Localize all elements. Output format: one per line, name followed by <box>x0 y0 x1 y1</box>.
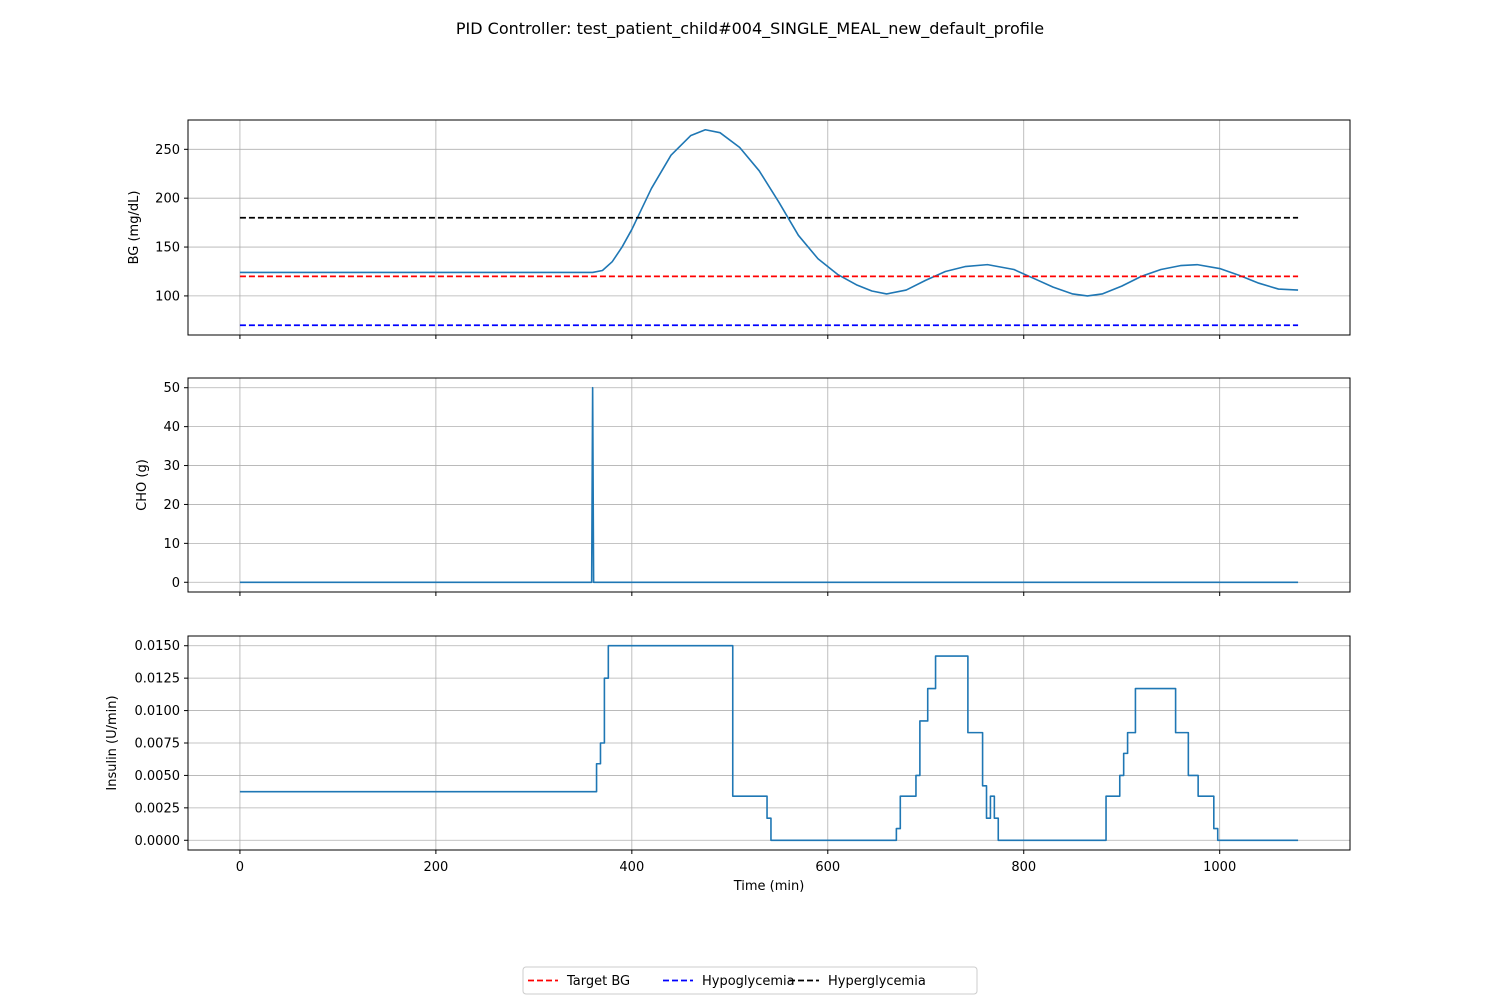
axes-frame <box>187 119 1351 336</box>
x-tick-label: 1000 <box>1203 860 1236 875</box>
y-tick-label: 0.0050 <box>135 769 181 784</box>
y-tick-label: 150 <box>155 241 180 256</box>
legend-item-target-bg: Target BG <box>528 974 630 989</box>
axes-frame <box>187 377 1351 593</box>
y-tick-label: 50 <box>163 381 180 396</box>
y-tick-label: 0.0075 <box>135 737 181 752</box>
y-tick-label: 0.0150 <box>135 639 181 654</box>
plot-area-bg <box>188 120 1350 335</box>
y-axis-label: Insulin (U/min) <box>105 695 120 790</box>
y-tick-label: 0.0125 <box>135 672 181 687</box>
panel-cho: 0 10 20 30 40 50 CHO (g) <box>135 377 1351 596</box>
x-tick-label: 800 <box>1011 860 1036 875</box>
series-line-cho <box>239 386 1299 584</box>
y-axis-label: BG (mg/dL) <box>127 191 142 265</box>
legend-label: Hyperglycemia <box>828 974 926 989</box>
y-tick-label: 0.0025 <box>135 801 181 816</box>
y-tick-label: 0.0000 <box>135 834 181 849</box>
series-line-insulin <box>239 644 1299 842</box>
chart-title: PID Controller: test_patient_child#004_S… <box>456 19 1044 39</box>
panel-bg: 100 150 200 250 BG (mg/dL) <box>127 119 1351 339</box>
y-tick-label: 0 <box>172 576 180 591</box>
series-line-bg <box>239 128 1299 297</box>
panel-insulin: 0 200 400 600 800 1000 0.0000 0.0025 0.0050 0.007… <box>105 635 1351 894</box>
legend: Target BG Hypoglycemia Hyperglycemia <box>522 966 978 995</box>
y-axis-label: CHO (g) <box>135 459 150 511</box>
x-tick-label: 600 <box>815 860 840 875</box>
y-tick-label: 20 <box>163 498 180 513</box>
x-axis-label: Time (min) <box>733 879 805 894</box>
y-tick-label: 200 <box>155 192 180 207</box>
y-tick-label: 250 <box>155 143 180 158</box>
legend-box <box>522 966 978 995</box>
y-tick-label: 0.0100 <box>135 704 181 719</box>
x-tick-label: 400 <box>619 860 644 875</box>
x-tick-label: 200 <box>423 860 448 875</box>
legend-item-hypoglycemia: Hypoglycemia <box>663 974 795 989</box>
y-tick-label: 30 <box>163 459 180 474</box>
panels: 100 150 200 250 BG (mg/dL) 0 10 20 30 40 50 CHO (g)… <box>105 119 1351 894</box>
plot-area-cho <box>188 378 1350 592</box>
y-tick-label: 40 <box>163 420 180 435</box>
y-tick-label: 10 <box>163 537 180 552</box>
y-tick-label: 100 <box>155 289 180 304</box>
x-tick-label: 0 <box>236 860 244 875</box>
legend-item-hyperglycemia: Hyperglycemia <box>789 974 926 989</box>
legend-label: Target BG <box>566 974 630 989</box>
legend-label: Hypoglycemia <box>702 974 795 989</box>
axes-frame <box>187 635 1351 851</box>
